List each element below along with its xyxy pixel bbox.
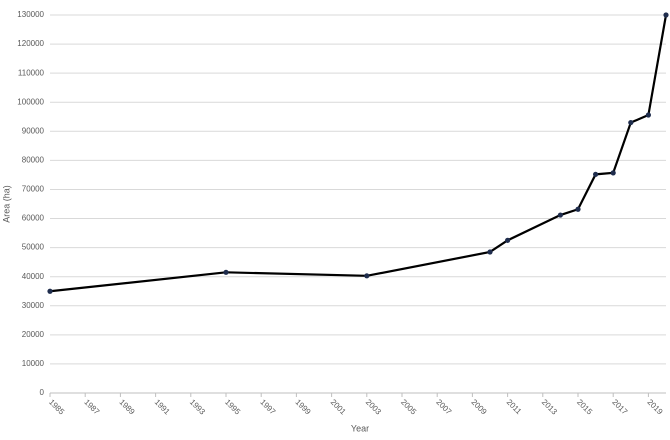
data-point [575,206,581,212]
x-tick-label: 1999 [293,398,312,417]
data-point [593,171,599,177]
data-point [487,249,493,255]
data-point [610,170,616,176]
x-tick-label: 1985 [47,398,66,417]
x-tick-label: 2017 [610,398,629,417]
data-line [49,14,668,293]
y-tick-label: 130000 [17,10,44,19]
y-tick-label: 90000 [22,126,45,135]
y-tick-label: 10000 [22,359,45,368]
x-tick-label: 2003 [364,398,383,417]
x-tick-label: 1987 [82,398,101,417]
data-point [663,12,669,18]
data-point [47,288,53,294]
x-tick-label: 2005 [399,398,418,417]
data-point [505,237,511,243]
y-tick-label: 70000 [22,185,45,194]
y-tick-label: 60000 [22,214,45,223]
x-tick-label: 2007 [434,398,453,417]
x-tick-label: 2009 [469,398,488,417]
y-tick-label: 110000 [18,68,45,77]
data-point [223,269,229,275]
x-tick-label: 1997 [258,398,277,417]
y-axis-title: Area (ha) [1,185,11,223]
data-point [645,112,652,118]
x-tick-label: 2011 [505,398,524,417]
x-tick-label: 1991 [153,398,172,417]
y-tick-label: 100000 [17,97,44,106]
y-tick-label: 50000 [22,243,45,252]
x-tick-label: 1993 [188,398,207,417]
data-point [628,119,634,126]
x-tick-label: 2019 [645,398,664,417]
y-tick-label: 30000 [22,301,45,310]
y-tick-label: 80000 [22,155,45,164]
x-tick-label: 2013 [540,398,559,417]
x-tick-label: 1995 [223,398,242,417]
x-tick-label: 1989 [117,398,136,417]
x-tick-label: 2015 [575,398,594,417]
data-point [557,212,564,218]
y-tick-label: 120000 [17,39,44,48]
y-tick-label: 0 [40,388,45,397]
x-axis-title: Year [351,423,369,433]
x-tick-label: 2001 [329,398,348,417]
data-point [364,273,370,279]
y-tick-label: 40000 [22,272,45,281]
y-tick-label: 20000 [22,330,45,339]
